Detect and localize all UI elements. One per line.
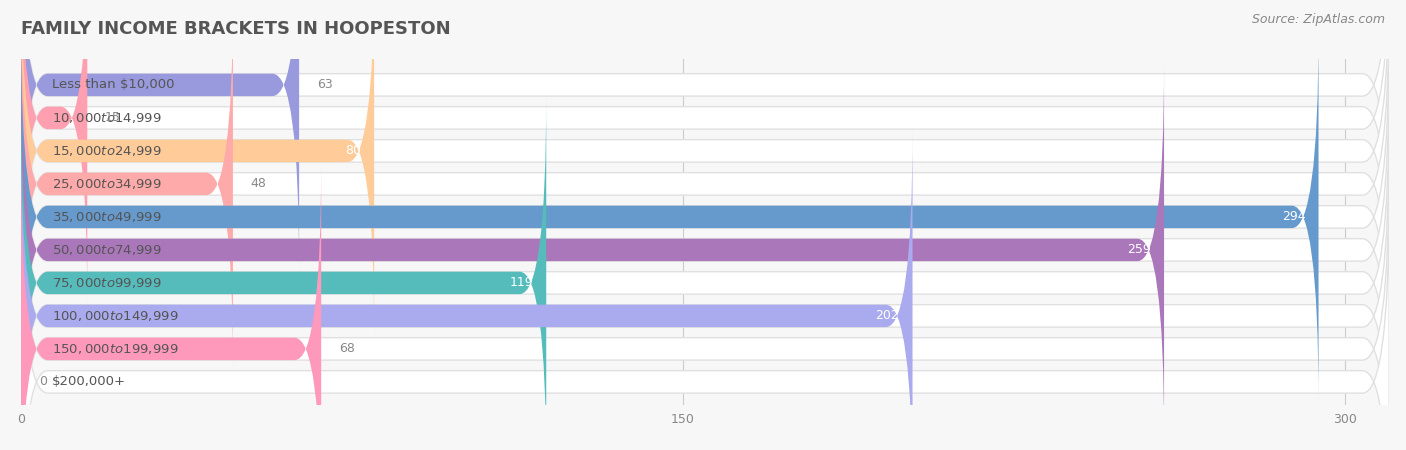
- FancyBboxPatch shape: [21, 129, 912, 450]
- FancyBboxPatch shape: [21, 195, 1389, 450]
- Text: $35,000 to $49,999: $35,000 to $49,999: [52, 210, 162, 224]
- FancyBboxPatch shape: [21, 96, 547, 450]
- FancyBboxPatch shape: [21, 30, 1389, 404]
- Text: 0: 0: [39, 375, 46, 388]
- Text: $15,000 to $24,999: $15,000 to $24,999: [52, 144, 162, 158]
- Text: $10,000 to $14,999: $10,000 to $14,999: [52, 111, 162, 125]
- FancyBboxPatch shape: [21, 63, 1164, 436]
- Text: 294: 294: [1282, 211, 1305, 223]
- FancyBboxPatch shape: [21, 0, 374, 338]
- FancyBboxPatch shape: [21, 0, 1389, 371]
- Text: 63: 63: [316, 78, 332, 91]
- FancyBboxPatch shape: [21, 0, 299, 272]
- FancyBboxPatch shape: [21, 162, 321, 450]
- Text: $200,000+: $200,000+: [52, 375, 127, 388]
- Text: FAMILY INCOME BRACKETS IN HOOPESTON: FAMILY INCOME BRACKETS IN HOOPESTON: [21, 20, 451, 38]
- FancyBboxPatch shape: [21, 0, 233, 371]
- FancyBboxPatch shape: [21, 0, 1389, 305]
- Text: $25,000 to $34,999: $25,000 to $34,999: [52, 177, 162, 191]
- Text: $150,000 to $199,999: $150,000 to $199,999: [52, 342, 179, 356]
- Text: $100,000 to $149,999: $100,000 to $149,999: [52, 309, 179, 323]
- Text: 15: 15: [105, 112, 121, 124]
- Text: 202: 202: [876, 310, 900, 322]
- FancyBboxPatch shape: [21, 0, 1389, 272]
- FancyBboxPatch shape: [21, 96, 1389, 450]
- Text: 119: 119: [509, 276, 533, 289]
- Text: Source: ZipAtlas.com: Source: ZipAtlas.com: [1251, 14, 1385, 27]
- FancyBboxPatch shape: [21, 162, 1389, 450]
- Text: $50,000 to $74,999: $50,000 to $74,999: [52, 243, 162, 257]
- Text: 48: 48: [250, 177, 267, 190]
- FancyBboxPatch shape: [21, 129, 1389, 450]
- FancyBboxPatch shape: [21, 63, 1389, 436]
- FancyBboxPatch shape: [21, 0, 87, 305]
- Text: 259: 259: [1128, 243, 1152, 256]
- Text: $75,000 to $99,999: $75,000 to $99,999: [52, 276, 162, 290]
- Text: 68: 68: [339, 342, 354, 356]
- Text: 80: 80: [344, 144, 361, 158]
- FancyBboxPatch shape: [21, 0, 1389, 338]
- FancyBboxPatch shape: [21, 30, 1319, 404]
- Text: Less than $10,000: Less than $10,000: [52, 78, 174, 91]
